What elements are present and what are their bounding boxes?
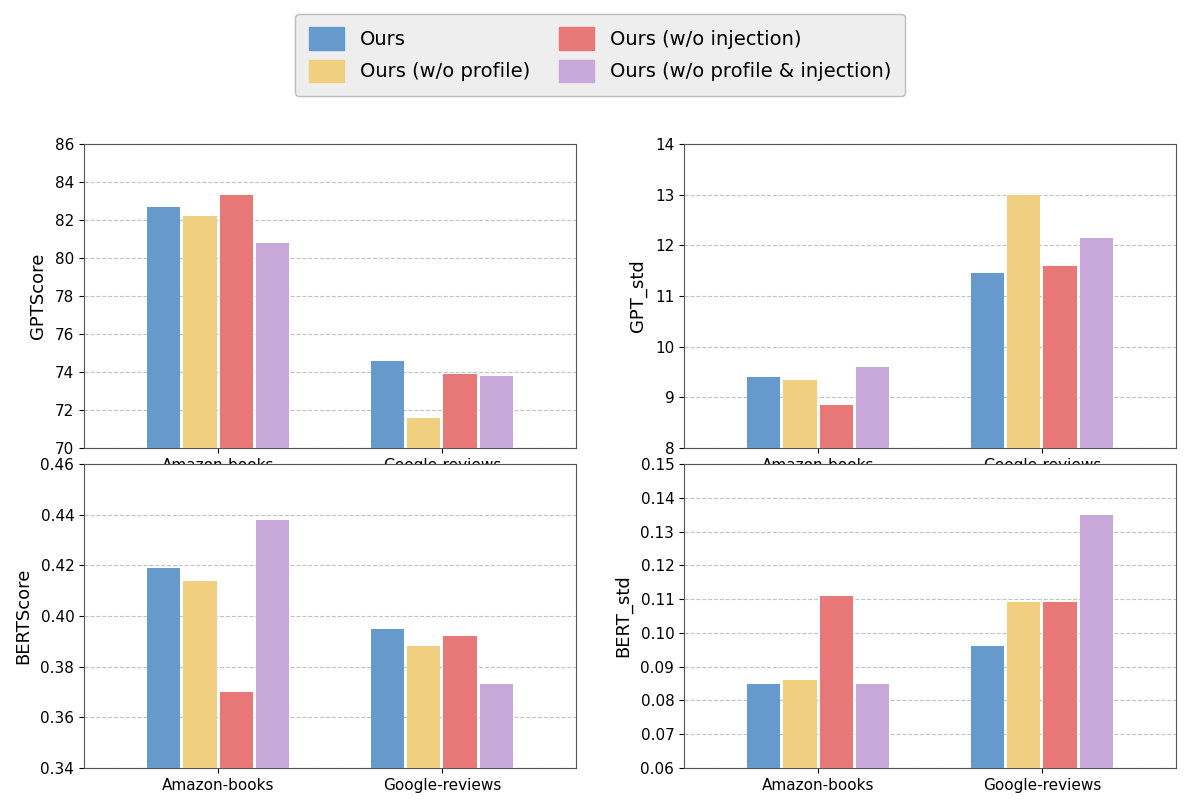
Bar <box>746 683 780 800</box>
Y-axis label: GPTScore: GPTScore <box>29 253 47 339</box>
Bar <box>1007 194 1040 800</box>
Bar <box>220 692 253 800</box>
Bar <box>184 216 217 800</box>
Bar <box>971 646 1004 800</box>
Y-axis label: BERT_std: BERT_std <box>614 574 632 658</box>
Y-axis label: GPT_std: GPT_std <box>629 260 647 332</box>
Bar <box>1043 602 1076 800</box>
Bar <box>820 405 853 800</box>
Bar <box>856 683 889 800</box>
Bar <box>480 685 514 800</box>
Bar <box>184 581 217 800</box>
Bar <box>256 242 289 800</box>
Bar <box>220 195 253 800</box>
Bar <box>971 274 1004 800</box>
Bar <box>784 680 817 800</box>
Bar <box>371 629 404 800</box>
Bar <box>146 568 180 800</box>
Bar <box>480 376 514 800</box>
Bar <box>256 520 289 800</box>
Bar <box>784 380 817 800</box>
Bar <box>443 374 476 800</box>
Bar <box>443 636 476 800</box>
Bar <box>407 646 440 800</box>
Y-axis label: BERTScore: BERTScore <box>14 568 32 664</box>
Bar <box>1080 238 1114 800</box>
Bar <box>146 206 180 800</box>
Bar <box>746 377 780 800</box>
Bar <box>1043 266 1076 800</box>
Bar <box>371 361 404 800</box>
Bar <box>407 418 440 800</box>
Bar <box>1080 514 1114 800</box>
Bar <box>820 596 853 800</box>
Bar <box>856 367 889 800</box>
Legend: Ours, Ours (w/o profile), Ours (w/o injection), Ours (w/o profile & injection): Ours, Ours (w/o profile), Ours (w/o inje… <box>295 14 905 95</box>
Bar <box>1007 602 1040 800</box>
